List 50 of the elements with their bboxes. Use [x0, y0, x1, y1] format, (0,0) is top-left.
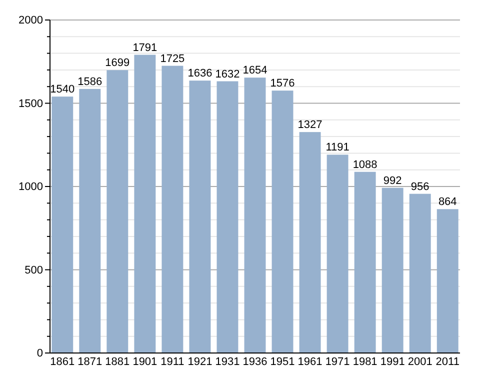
bar [162, 66, 184, 353]
data-label: 1586 [78, 76, 102, 88]
x-tick-label: 2011 [436, 356, 460, 368]
x-tick-label: 1991 [380, 356, 405, 368]
x-tick-label: 1901 [132, 356, 158, 368]
data-label: 1632 [215, 68, 240, 80]
x-tick-label: 1981 [352, 356, 378, 368]
y-tick-label: 2000 [18, 14, 43, 27]
data-label: 1636 [188, 68, 212, 80]
y-tick-label: 1000 [18, 181, 43, 194]
bar [134, 54, 156, 353]
x-tick-label: 1871 [78, 356, 102, 368]
y-tick-label: 500 [24, 264, 43, 276]
bar [52, 96, 74, 353]
x-tick-label: 1961 [298, 356, 322, 368]
bar [382, 188, 404, 353]
x-tick-label: 2001 [408, 356, 432, 368]
bar [106, 70, 128, 353]
y-tick-label: 1500 [18, 98, 43, 110]
y-tick-label: 0 [36, 348, 43, 360]
data-label: 1191 [326, 142, 350, 154]
x-tick-label: 1931 [215, 356, 240, 368]
x-tick-label: 1921 [188, 356, 212, 368]
bar [189, 80, 211, 353]
data-label: 1327 [298, 119, 322, 132]
bar [299, 132, 321, 353]
x-tick-label: 1951 [270, 356, 295, 368]
x-tick-label: 1971 [325, 356, 350, 368]
bar [409, 194, 431, 353]
data-label: 1576 [270, 78, 295, 90]
data-label: 956 [410, 180, 430, 193]
bar [216, 81, 238, 353]
data-label: 1654 [242, 64, 268, 77]
bar [272, 90, 294, 353]
data-label: 1540 [50, 84, 75, 96]
data-label: 992 [383, 174, 402, 187]
data-label: 1699 [105, 57, 130, 70]
bar [326, 154, 348, 353]
data-label: 1725 [160, 52, 185, 65]
bar [436, 209, 458, 353]
bar [79, 88, 101, 353]
x-tick-label: 1936 [242, 356, 268, 368]
x-tick-label: 1911 [160, 356, 184, 368]
bar [354, 172, 376, 353]
data-label: 1088 [352, 158, 378, 171]
x-tick-label: 1881 [105, 356, 130, 368]
bar [244, 78, 266, 353]
data-label: 864 [438, 196, 457, 208]
x-tick-label: 1861 [50, 356, 75, 368]
data-label: 1791 [132, 42, 158, 54]
